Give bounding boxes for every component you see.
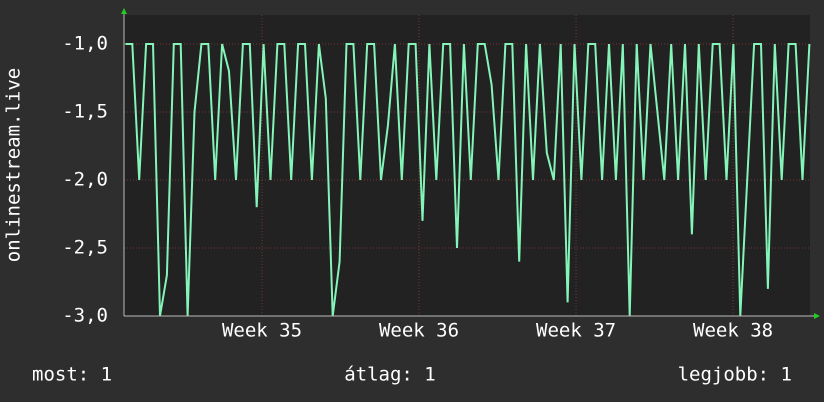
x-arrow: [814, 313, 820, 319]
y-axis-label: onlinestream.live: [3, 68, 25, 262]
marks: [125, 43, 811, 317]
x-tick-label: Week 38: [693, 320, 773, 342]
stat-current: most: 1: [32, 364, 112, 386]
plot-area: [124, 15, 810, 316]
y-tick-label: -2,0: [62, 168, 108, 190]
y-tick-label: -3,0: [62, 305, 108, 327]
y-tick-label: -1,5: [62, 100, 108, 122]
y-arrow: [121, 8, 127, 14]
x-tick-label: Week 35: [222, 320, 302, 342]
stat-average: átlag: 1: [344, 364, 436, 386]
y-tick-label: -1,0: [62, 32, 108, 54]
x-tick-label: Week 36: [379, 320, 459, 342]
stat-max: legjobb: 1: [678, 364, 792, 386]
y-tick-label: -2,5: [62, 236, 108, 258]
data-line: [125, 43, 811, 317]
x-tick-label: Week 37: [536, 320, 616, 342]
